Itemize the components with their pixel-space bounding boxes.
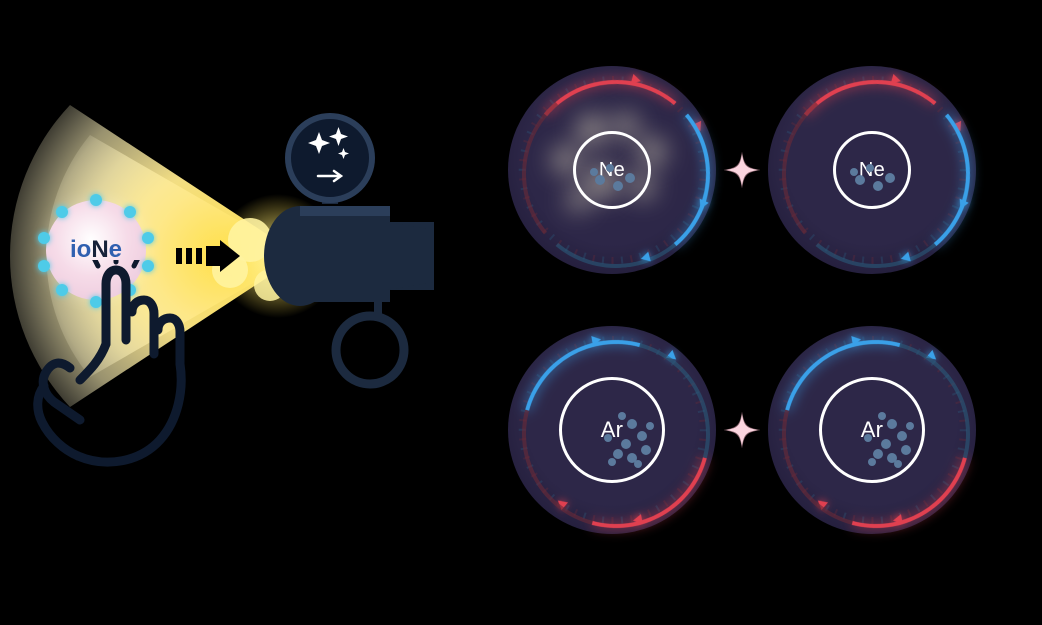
atom-nucleus: Ar: [819, 377, 925, 483]
sparkle-top-icon: [724, 152, 760, 188]
diagram-stage: ioNe: [0, 0, 1042, 625]
hand-icon: [20, 260, 200, 480]
atom-ne-right: Ne: [768, 66, 976, 274]
atom-ar-left: Ar: [508, 326, 716, 534]
sparkle-bottom-icon: [724, 412, 760, 448]
atom-ar-right: Ar: [768, 326, 976, 534]
atom-ne-left: Ne: [508, 66, 716, 274]
atom-nucleus: Ar: [559, 377, 665, 483]
